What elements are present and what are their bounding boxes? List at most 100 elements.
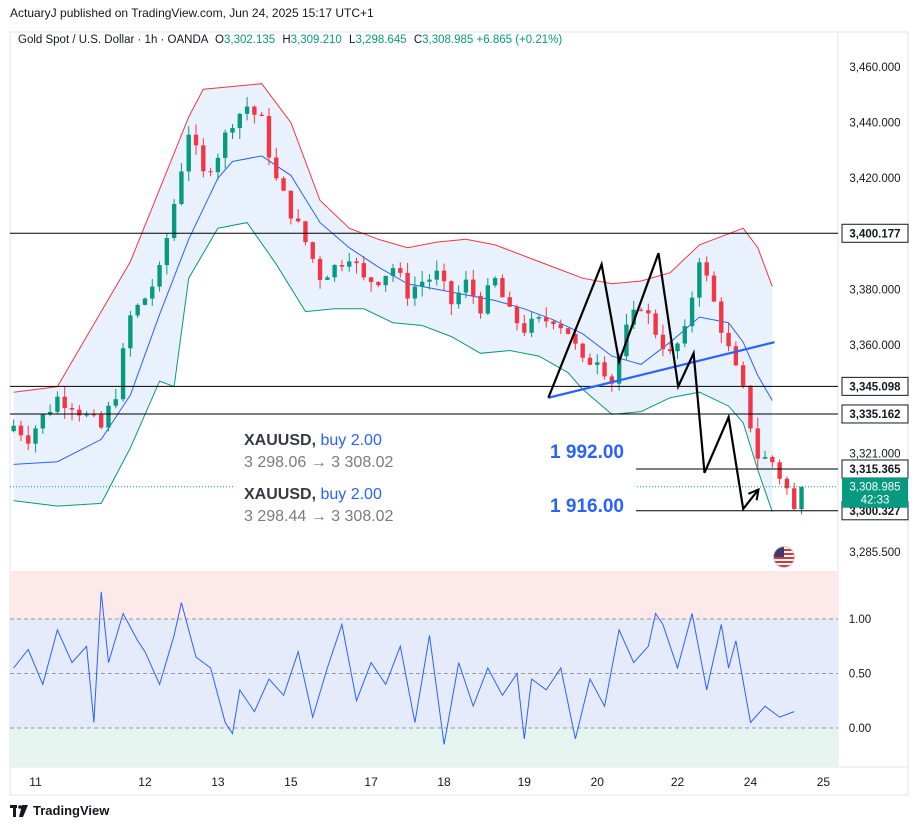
trade-symbol: XAUUSD, [244, 432, 317, 449]
candle-up [150, 286, 155, 299]
candle-up [142, 298, 148, 305]
candle-down [69, 408, 75, 410]
candle-down [653, 313, 658, 335]
candle-down [507, 297, 512, 307]
candle-down [638, 309, 644, 311]
candle-down [281, 178, 286, 191]
candle-down [259, 114, 264, 116]
candle-down [514, 306, 520, 324]
trade-title: XAUUSD, buy 2.00 [244, 432, 382, 450]
candle-down [755, 428, 760, 459]
candle-up [412, 286, 418, 299]
publish-attribution: ActuaryJ published on TradingView.com, J… [10, 6, 374, 20]
ohlc-legend: Gold Spot / U.S. Dollar · 1h · OANDA O3,… [18, 34, 562, 46]
candle-down [201, 145, 206, 172]
trade-symbol: XAUUSD, [244, 486, 317, 503]
candle-down [784, 478, 790, 489]
oscillator-line [13, 591, 795, 745]
candle-down [354, 261, 359, 264]
candlestick-series [11, 96, 804, 515]
candle-up [179, 171, 184, 205]
trade-card[interactable]: XAUUSD, buy 2.00 3 298.44 → 3 308.02 1 9… [234, 480, 636, 530]
trendline[interactable] [548, 341, 775, 399]
candle-up [595, 362, 600, 365]
tradingview-logo[interactable]: TradingView [10, 803, 109, 818]
candle-up [463, 279, 469, 293]
candle-down [792, 488, 797, 510]
candle-up [536, 317, 542, 319]
candle-up [186, 134, 191, 172]
candle-down [777, 462, 782, 479]
candle-up [492, 278, 498, 286]
candle-up [135, 304, 140, 316]
last-price-tag [842, 477, 908, 508]
candle-down [266, 115, 272, 158]
candle-up [11, 425, 16, 432]
level-price-tag-label: 3,300.327 [849, 506, 900, 518]
level-price-tag [841, 404, 909, 424]
oscillator-axis-tick-label: 0.00 [849, 723, 871, 735]
candle-down [99, 414, 104, 428]
candle-up [113, 399, 118, 406]
level-price-tag-label: 3,345.098 [849, 381, 901, 393]
candle-down [740, 365, 746, 386]
change-value: +6.865 (+0.21%) [476, 34, 563, 46]
tradingview-brand: TradingView [33, 803, 110, 818]
candle-down [770, 456, 775, 463]
candle-down [522, 323, 527, 333]
candle-down [193, 134, 199, 146]
candle-up [427, 279, 432, 282]
close-value: 3,308.985 [422, 34, 474, 46]
candle-up [434, 270, 439, 280]
candle-down [310, 242, 315, 259]
trade-title: XAUUSD, buy 2.00 [244, 486, 382, 504]
candle-down [558, 324, 563, 329]
time-axis-tick-label: 13 [211, 775, 225, 789]
trade-pnl: 1 916.00 [550, 496, 624, 517]
time-axis-tick-label: 18 [437, 775, 451, 789]
candle-up [223, 132, 228, 158]
oscillator-oversold-zone [10, 728, 838, 767]
candle-up [529, 318, 534, 333]
time-axis-tick-label: 12 [138, 775, 152, 789]
level-price-tag-label: 3,315.365 [849, 464, 901, 476]
price-axis-tick-label: 3,440.000 [849, 118, 900, 130]
candle-down [733, 346, 739, 366]
candle-up [84, 414, 89, 416]
time-axis-tick-label: 22 [671, 775, 685, 789]
candle-down [252, 106, 257, 115]
price-axis-tick-label: 3,360.000 [849, 340, 900, 352]
candle-down [368, 277, 374, 282]
candle-down [361, 263, 367, 278]
symbol-line: Gold Spot / U.S. Dollar · 1h · OANDA [18, 34, 208, 46]
candle-up [390, 268, 396, 276]
trade-card[interactable]: XAUUSD, buy 2.00 3 298.06 → 3 308.02 1 9… [234, 426, 636, 474]
candle-up [40, 414, 46, 429]
candle-down [26, 435, 31, 444]
zigzag-pattern[interactable] [547, 252, 760, 512]
price-axis-tick-label: 3,420.000 [849, 173, 900, 185]
candle-up [682, 326, 687, 344]
time-axis-tick-label: 25 [817, 775, 831, 789]
candle-up [164, 238, 170, 266]
candle-down [91, 414, 97, 416]
low-label: L [349, 34, 356, 46]
candle-up [47, 411, 53, 415]
candle-up [244, 106, 250, 114]
candle-down [668, 349, 673, 352]
candle-up [347, 261, 352, 267]
low-value: 3,298.645 [355, 34, 407, 46]
candle-up [171, 204, 177, 239]
candle-down [398, 268, 403, 273]
bollinger-upper-line [13, 83, 773, 393]
candle-down [441, 270, 447, 282]
last-price-tag-value: 3,308.985 [849, 482, 900, 494]
oscillator-axis-tick-label: 0.50 [849, 669, 871, 681]
candle-up [215, 157, 221, 173]
candle-down [208, 171, 213, 173]
us-flag-icon[interactable] [773, 546, 795, 568]
candle-down [646, 310, 651, 314]
candle-up [120, 348, 126, 400]
price-axis-tick-label: 3,380.000 [849, 284, 900, 296]
